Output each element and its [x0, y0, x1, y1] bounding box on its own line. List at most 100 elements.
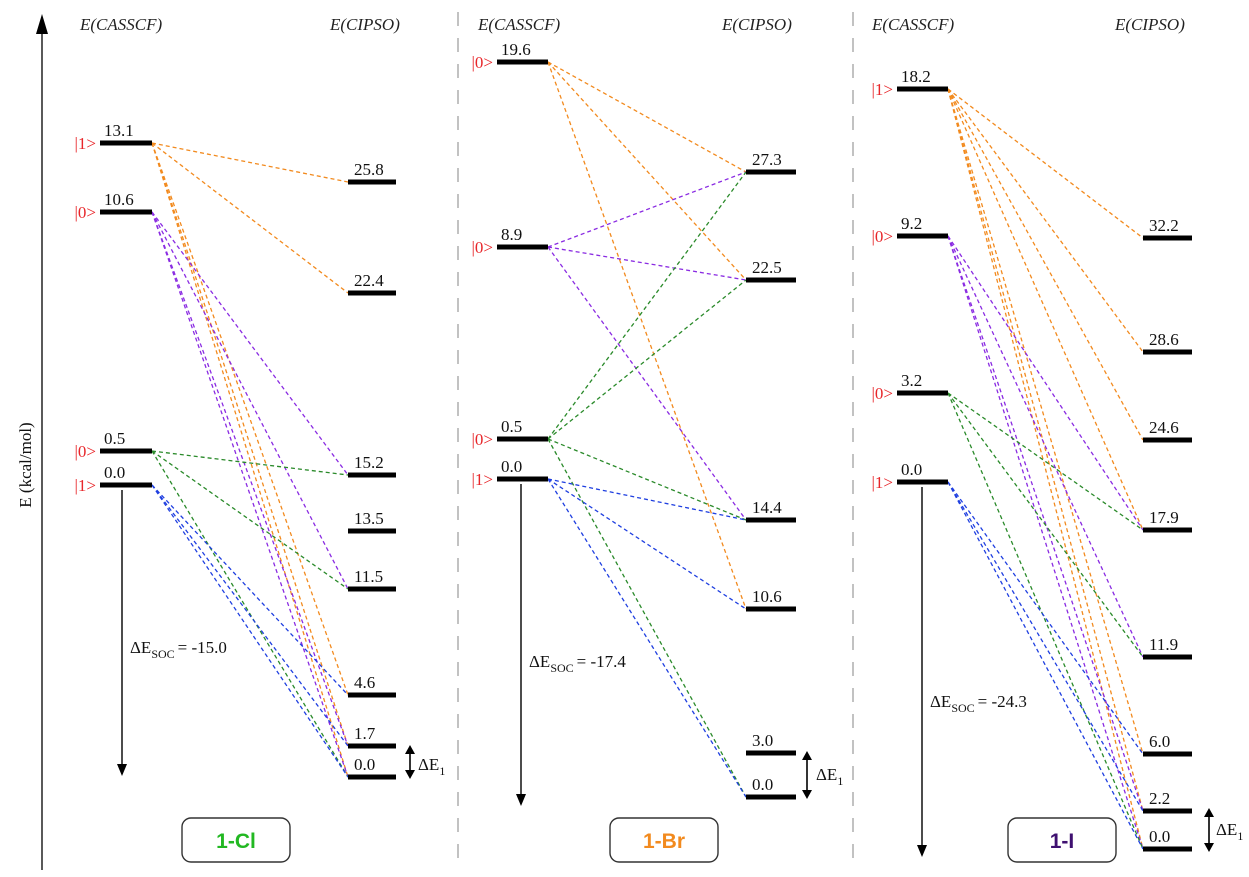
connection-line — [547, 478, 747, 610]
state-ket-label: |0> — [472, 53, 494, 72]
cipso-level-value: 1.7 — [354, 724, 376, 743]
connection-line — [947, 235, 1144, 812]
connection-line — [151, 484, 349, 747]
cipso-level-value: 24.6 — [1149, 418, 1179, 437]
connection-line — [947, 392, 1144, 850]
soc-energy-label: ΔESOC = -17.4 — [529, 652, 626, 675]
cipso-level-value: 32.2 — [1149, 216, 1179, 235]
panels: E(CASSCF) E(CIPSO) |1> 13.1 |0> 10.6 |0> 0.5 |1>… — [75, 15, 1243, 863]
state-ket-label: |1> — [75, 476, 97, 495]
casscf-level-value: 0.5 — [104, 429, 125, 448]
panel-i: E(CASSCF) E(CIPSO) |1> 18.2 |0> 9.2 |0> 3.2 |1> 0… — [871, 15, 1243, 863]
header-cipso: E(CIPSO) — [329, 15, 400, 34]
state-ket-label: |0> — [472, 238, 494, 257]
energy-axis-arrowhead — [36, 14, 48, 34]
casscf-level-value: 13.1 — [104, 121, 134, 140]
connection-line — [547, 279, 747, 440]
cipso-level-value: 6.0 — [1149, 732, 1170, 751]
connection-line — [947, 235, 1144, 658]
connection-line — [947, 88, 1144, 812]
connections — [151, 142, 349, 778]
compound-label: 1-I — [1050, 830, 1075, 853]
cipso-level-value: 4.6 — [354, 673, 375, 692]
casscf-level-value: 0.0 — [104, 463, 125, 482]
header-casscf: E(CASSCF) — [871, 15, 954, 34]
compound-label-box: 1-Cl — [181, 817, 291, 863]
connection-line — [947, 88, 1144, 531]
connection-line — [547, 438, 747, 521]
cipso-level-value: 0.0 — [354, 755, 375, 774]
connection-line — [547, 61, 747, 173]
connection-line — [947, 392, 1144, 531]
cipso-level-value: 15.2 — [354, 453, 384, 472]
connection-line — [547, 171, 747, 440]
connection-line — [151, 211, 349, 747]
panel-br: E(CASSCF) E(CIPSO) |0> 19.6 |0> 8.9 |0> 0.5 |1> 0… — [472, 15, 843, 863]
panel-cl: E(CASSCF) E(CIPSO) |1> 13.1 |0> 10.6 |0> 0.5 |1>… — [75, 15, 445, 863]
connection-line — [151, 142, 349, 183]
connection-line — [547, 438, 747, 798]
connection-line — [947, 235, 1144, 531]
state-ket-label: |0> — [872, 227, 894, 246]
delta-e1-arrow — [1204, 808, 1214, 852]
cipso-level-value: 11.9 — [1149, 635, 1178, 654]
cipso-level-value: 13.5 — [354, 509, 384, 528]
connection-line — [547, 61, 747, 610]
cipso-level-value: 17.9 — [1149, 508, 1179, 527]
state-ket-label: |1> — [472, 470, 494, 489]
casscf-level-value: 8.9 — [501, 225, 522, 244]
connection-line — [151, 450, 349, 590]
connection-line — [547, 478, 747, 521]
state-ket-label: |0> — [472, 430, 494, 449]
state-ket-label: |1> — [872, 473, 894, 492]
connection-line — [947, 88, 1144, 850]
compound-label: 1-Cl — [216, 830, 256, 853]
cipso-level-value: 28.6 — [1149, 330, 1179, 349]
cipso-level-value: 3.0 — [752, 731, 773, 750]
connection-line — [547, 61, 747, 281]
delta-e1-label: ΔE1 — [1216, 820, 1243, 843]
state-ket-label: |1> — [75, 134, 97, 153]
casscf-level-value: 0.0 — [901, 460, 922, 479]
connection-line — [947, 481, 1144, 850]
header-casscf: E(CASSCF) — [477, 15, 560, 34]
connection-line — [151, 142, 349, 747]
soc-arrow — [117, 490, 127, 776]
connection-line — [151, 484, 349, 778]
connection-line — [151, 450, 349, 778]
compound-label-box: 1-Br — [609, 817, 719, 863]
energy-axis-label: E (kcal/mol) — [16, 422, 35, 507]
connection-line — [947, 88, 1144, 755]
cipso-level-value: 0.0 — [1149, 827, 1170, 846]
connection-line — [547, 246, 747, 281]
cipso-level-value: 25.8 — [354, 160, 384, 179]
cipso-level-value: 0.0 — [752, 775, 773, 794]
connection-line — [547, 171, 747, 248]
connection-line — [151, 142, 349, 294]
cipso-level-value: 14.4 — [752, 498, 782, 517]
connection-line — [151, 211, 349, 476]
connection-line — [151, 142, 349, 696]
header-casscf: E(CASSCF) — [79, 15, 162, 34]
soc-arrow — [516, 484, 526, 806]
state-ket-label: |1> — [872, 80, 894, 99]
delta-e1-label: ΔE1 — [816, 765, 843, 788]
header-cipso: E(CIPSO) — [721, 15, 792, 34]
cipso-level-value: 22.5 — [752, 258, 782, 277]
connection-line — [151, 142, 349, 778]
state-ket-label: |0> — [75, 442, 97, 461]
connection-line — [947, 235, 1144, 850]
casscf-level-value: 9.2 — [901, 214, 922, 233]
connection-line — [151, 450, 349, 476]
header-cipso: E(CIPSO) — [1114, 15, 1185, 34]
delta-e1-arrow — [802, 751, 812, 799]
casscf-level-value: 10.6 — [104, 190, 134, 209]
connection-line — [151, 484, 349, 696]
casscf-level-value: 0.0 — [501, 457, 522, 476]
connection-line — [947, 88, 1144, 441]
connection-line — [547, 478, 747, 798]
cipso-level-value: 2.2 — [1149, 789, 1170, 808]
connection-line — [947, 481, 1144, 812]
state-ket-label: |0> — [872, 384, 894, 403]
